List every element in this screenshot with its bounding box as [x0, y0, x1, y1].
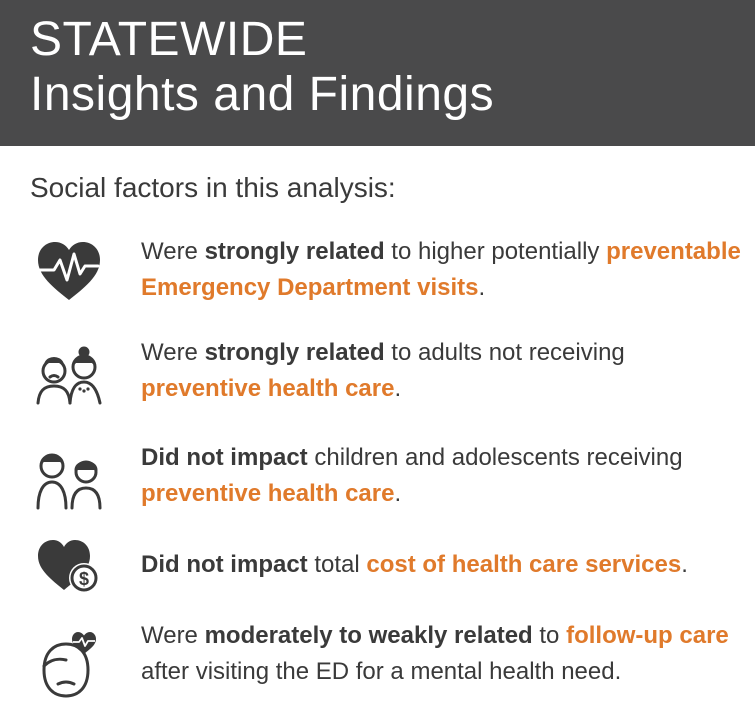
header-subtitle: Insights and Findings [30, 68, 495, 121]
text-bold: strongly related [204, 339, 385, 366]
text-highlight: follow-up care [566, 622, 729, 649]
text-post: . [478, 274, 486, 301]
svg-text:$: $ [79, 569, 89, 589]
text-mid: to adults not receiving [384, 339, 625, 366]
text-highlight: preventable Emergency Department visits [141, 238, 741, 301]
finding-text: Were moderately to weakly related to fol… [141, 618, 751, 690]
text-mid: children and adolescents receiving [307, 444, 683, 471]
text-highlight: preventive health care [141, 480, 395, 507]
text-highlight: preventive health care [141, 375, 395, 402]
text-mid: to higher potentially [384, 238, 607, 265]
text-highlight: cost of health care services [366, 551, 682, 578]
intro-text: Social factors in this analysis: [30, 172, 396, 203]
header-title: STATEWIDE [30, 13, 308, 66]
heartbeat-icon [38, 242, 100, 300]
text-mid: total [307, 551, 367, 578]
text-bold: Did not impact [141, 551, 308, 578]
finding-text: Were strongly related to adults not rece… [141, 335, 751, 407]
finding-text: Did not impact children and adolescents … [141, 440, 751, 512]
text-pre: Were [141, 622, 205, 649]
text-post: after visiting the ED for a mental healt… [141, 658, 622, 685]
finding-text: Did not impact total cost of health care… [141, 547, 751, 583]
header-banner: STATEWIDE Insights and Findings [0, 0, 755, 146]
mental-health-icon [42, 632, 96, 698]
text-bold: strongly related [204, 238, 385, 265]
text-pre: Were [141, 339, 205, 366]
text-pre: Were [141, 238, 205, 265]
text-post: . [681, 551, 688, 578]
text-post: . [394, 375, 402, 402]
text-bold: moderately to weakly related [204, 622, 533, 649]
text-mid: to [532, 622, 567, 649]
finding-text: Were strongly related to higher potentia… [141, 234, 751, 306]
text-post: . [394, 480, 402, 507]
text-bold: Did not impact [141, 444, 308, 471]
children-icon [36, 453, 102, 510]
heart-dollar-icon: $ [38, 540, 99, 593]
older-couple-icon [36, 346, 102, 405]
